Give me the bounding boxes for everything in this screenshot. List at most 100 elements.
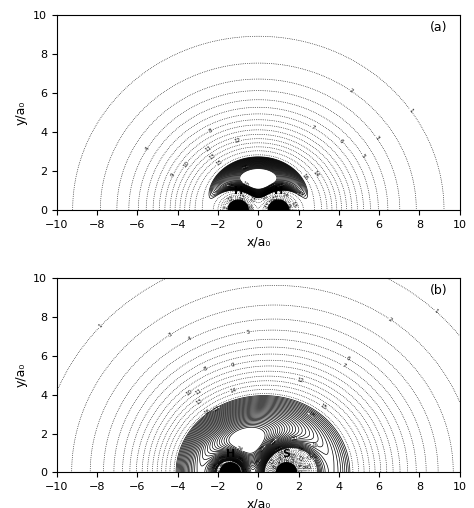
- Text: 2: 2: [231, 205, 237, 211]
- Text: 18: 18: [241, 164, 249, 171]
- Text: 20: 20: [236, 456, 244, 464]
- Text: 17: 17: [247, 190, 255, 198]
- Text: 17: 17: [309, 453, 317, 461]
- Text: 16: 16: [296, 447, 304, 454]
- Text: 17: 17: [296, 191, 305, 199]
- Text: 11: 11: [264, 201, 272, 209]
- Text: 8: 8: [203, 366, 208, 372]
- Text: 6: 6: [345, 356, 350, 362]
- Text: 7: 7: [229, 466, 235, 472]
- Text: 14: 14: [236, 466, 243, 474]
- Text: 16: 16: [203, 407, 211, 416]
- Text: H: H: [234, 186, 243, 196]
- Y-axis label: y/a₀: y/a₀: [15, 363, 27, 387]
- Text: 9: 9: [170, 172, 176, 177]
- Text: 8: 8: [300, 464, 305, 470]
- Text: 1: 1: [98, 323, 104, 329]
- Text: 15: 15: [303, 453, 312, 462]
- Text: 4: 4: [280, 204, 286, 209]
- Text: 11: 11: [204, 145, 213, 153]
- Text: 12: 12: [227, 196, 235, 203]
- Text: 14: 14: [277, 450, 286, 457]
- Text: 11: 11: [296, 455, 304, 463]
- Text: 2: 2: [388, 316, 393, 323]
- Circle shape: [220, 463, 240, 482]
- Text: 9: 9: [278, 456, 283, 462]
- Text: 17: 17: [239, 466, 246, 474]
- Text: 7: 7: [283, 456, 287, 462]
- Text: 1: 1: [408, 108, 414, 113]
- Text: 15: 15: [247, 196, 256, 204]
- Text: 13: 13: [289, 200, 297, 209]
- Text: 20: 20: [291, 435, 299, 441]
- Text: 5: 5: [225, 467, 231, 473]
- Text: 5: 5: [246, 329, 250, 335]
- Text: 3: 3: [236, 203, 240, 208]
- Text: 2: 2: [295, 470, 301, 474]
- Text: 10: 10: [268, 198, 276, 206]
- Text: 16: 16: [301, 172, 309, 181]
- Text: 8: 8: [207, 128, 213, 134]
- Text: 6: 6: [338, 138, 345, 144]
- Text: 11: 11: [194, 388, 203, 396]
- Text: 18: 18: [274, 445, 283, 453]
- Text: 13: 13: [209, 153, 217, 161]
- Text: 21: 21: [255, 458, 263, 467]
- Text: 9: 9: [222, 467, 228, 472]
- Text: 7: 7: [229, 202, 235, 208]
- Text: 3: 3: [277, 203, 281, 208]
- Text: 16: 16: [261, 193, 270, 201]
- Text: H: H: [226, 449, 235, 459]
- Text: 9: 9: [239, 199, 244, 204]
- Text: 11: 11: [223, 204, 229, 212]
- Text: 13: 13: [218, 468, 224, 477]
- Text: 2: 2: [273, 204, 279, 210]
- Text: 5: 5: [360, 153, 366, 158]
- Text: 9: 9: [231, 362, 236, 368]
- Text: 6: 6: [227, 466, 231, 472]
- Text: 3: 3: [277, 461, 283, 467]
- Text: 1: 1: [273, 204, 279, 210]
- Text: 18: 18: [277, 182, 285, 189]
- Text: 14: 14: [229, 387, 237, 394]
- Text: 23: 23: [259, 444, 267, 453]
- Text: 12: 12: [232, 463, 240, 472]
- Text: 17: 17: [212, 405, 221, 412]
- Text: 13: 13: [237, 194, 245, 200]
- Text: 12: 12: [272, 195, 280, 202]
- Text: 11: 11: [228, 463, 236, 469]
- X-axis label: x/a₀: x/a₀: [246, 498, 271, 508]
- Text: H: H: [274, 186, 283, 196]
- Text: 14: 14: [311, 170, 319, 178]
- Text: 17: 17: [263, 189, 271, 197]
- Text: 12: 12: [296, 377, 304, 384]
- Text: 5: 5: [274, 201, 279, 207]
- Text: 8: 8: [279, 199, 283, 205]
- Text: 12: 12: [304, 462, 311, 471]
- Text: (a): (a): [430, 21, 447, 34]
- Text: 10: 10: [230, 464, 238, 472]
- Text: 5: 5: [290, 458, 295, 464]
- Text: 19: 19: [241, 180, 250, 188]
- Text: 18: 18: [227, 183, 234, 189]
- Text: 14: 14: [281, 193, 289, 199]
- Text: 2: 2: [348, 88, 354, 94]
- Text: 12: 12: [234, 138, 242, 144]
- Text: S: S: [283, 449, 291, 459]
- Text: 1: 1: [433, 308, 438, 314]
- Text: 15: 15: [215, 159, 224, 167]
- Text: 7: 7: [283, 205, 289, 210]
- Text: 5: 5: [241, 205, 247, 210]
- Text: 19: 19: [310, 442, 319, 449]
- Text: 4: 4: [237, 202, 240, 207]
- Text: 19: 19: [218, 455, 227, 462]
- Text: 16: 16: [217, 460, 226, 468]
- Text: 10: 10: [288, 453, 296, 459]
- Text: 4: 4: [187, 336, 193, 342]
- Text: 22: 22: [270, 437, 278, 446]
- Text: 8: 8: [242, 202, 248, 208]
- Text: 4: 4: [295, 463, 301, 469]
- Text: 3: 3: [374, 135, 379, 141]
- Text: 6: 6: [235, 201, 239, 206]
- X-axis label: x/a₀: x/a₀: [246, 235, 271, 248]
